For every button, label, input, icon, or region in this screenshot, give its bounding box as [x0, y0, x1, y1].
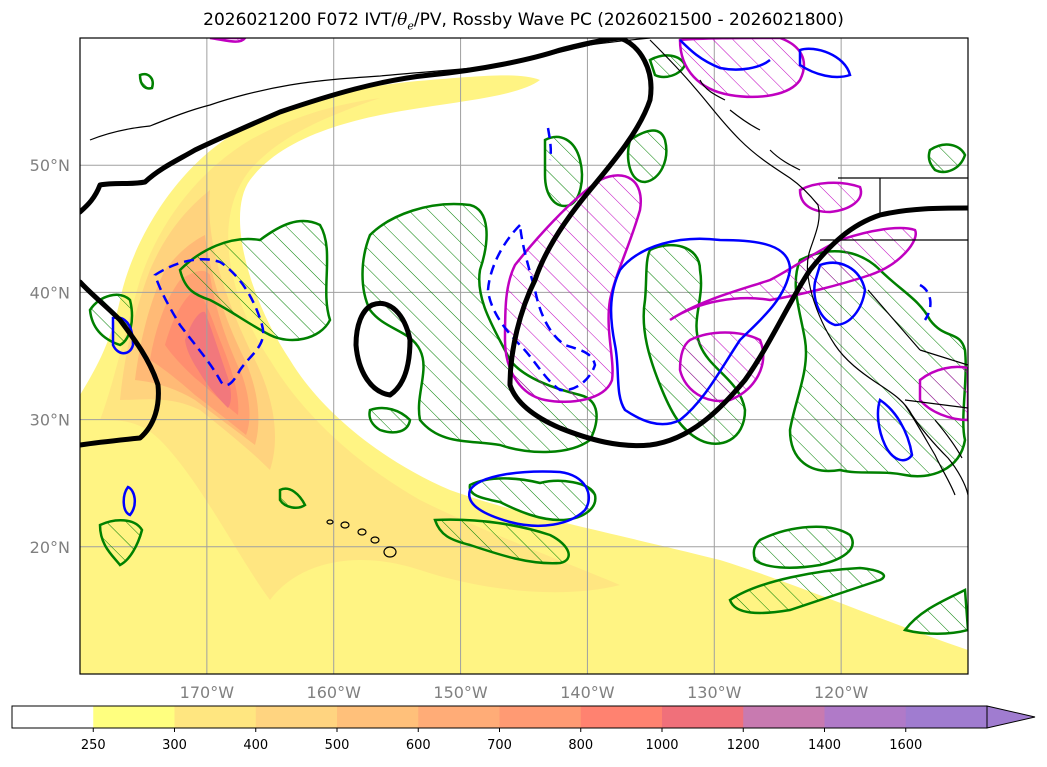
- lon-tick-label: 130°W: [687, 683, 742, 702]
- colorbar-segment: [255, 706, 338, 728]
- theta-e-region: [433, 518, 570, 565]
- pv-contour-solid: [679, 39, 771, 71]
- colorbar-tick-label: 1400: [808, 738, 841, 753]
- pv-contour-solid: [122, 485, 136, 517]
- us-border: [820, 177, 968, 366]
- ivt-band-300: [100, 98, 620, 600]
- theta-e-region: [368, 406, 412, 434]
- ivt-band-800: [185, 311, 231, 408]
- theta-e-region: [98, 519, 144, 567]
- rossby-wave-contours: [80, 38, 968, 449]
- rossby-wave-line-north: [80, 38, 968, 449]
- pc-region: [669, 226, 917, 322]
- theta-e-region: [902, 588, 968, 635]
- theta-e-region: [752, 525, 854, 569]
- pv-contour-solid: [609, 237, 792, 426]
- lat-tick-label: 20°N: [30, 538, 70, 557]
- pv-contour-dashed: [919, 283, 932, 321]
- pv-contour-solid: [467, 470, 591, 528]
- pv-contour-dashed: [486, 222, 597, 392]
- colorbar-segment: [93, 706, 175, 728]
- latitude-labels: 20°N 30°N 40°N 50°N: [30, 156, 70, 557]
- theta-e-region: [468, 477, 597, 522]
- colorbar-extend-arrow: [986, 705, 1036, 729]
- theta-e-region: [138, 73, 154, 90]
- pv-contours: [111, 39, 932, 528]
- pc-region: [798, 181, 863, 214]
- colorbar-tick-label: 500: [325, 738, 350, 753]
- colorbar-segment: [418, 706, 500, 728]
- colorbar-segment: [824, 706, 907, 728]
- lon-tick-label: 140°W: [560, 683, 615, 702]
- theta-e-region: [626, 129, 668, 184]
- colorbar-tick-label: 600: [406, 738, 431, 753]
- colorbar-segment: [337, 706, 419, 728]
- figure-title: 2026021200 F072 IVT/θe/PV, Rossby Wave P…: [203, 10, 844, 33]
- bc-coast: [649, 39, 968, 496]
- colorbar-segment: [743, 706, 825, 728]
- rossby-wave-loop: [353, 301, 413, 398]
- colorbar-segment: [12, 706, 94, 728]
- lon-tick-label: 120°W: [814, 683, 869, 702]
- lon-tick-label: 150°W: [433, 683, 488, 702]
- theta-e-region: [927, 143, 967, 174]
- colorbar-segment: [662, 706, 744, 728]
- mexico-border: [904, 399, 968, 409]
- pc-positive-contours: [209, 38, 968, 422]
- theta-e-region: [728, 566, 886, 615]
- pv-contour-dashed: [546, 127, 553, 161]
- colorbar-tick-label: 400: [243, 738, 268, 753]
- colorbar: 250 300 400 500 600 700 800 1000 1200 1400 1600: [11, 705, 1036, 753]
- island-hawaii: [383, 546, 397, 558]
- theta-e-region: [178, 219, 332, 342]
- island-kauai: [340, 521, 350, 529]
- colorbar-segment: [499, 706, 582, 728]
- island-oahu: [357, 528, 367, 536]
- pv-contour-solid: [111, 316, 135, 355]
- longitude-labels: 170°W 160°W 150°W 140°W 130°W 120°W: [180, 683, 869, 702]
- lat-tick-label: 40°N: [30, 283, 70, 302]
- colorbar-tick-label: 250: [81, 738, 106, 753]
- baja-coast: [904, 404, 956, 496]
- colorbar-segment: [580, 706, 663, 728]
- colorbar-tick-label: 800: [568, 738, 593, 753]
- ivt-shading: [80, 75, 968, 674]
- gulf-california: [934, 419, 963, 459]
- island-maui: [370, 536, 380, 544]
- colorbar-segment: [174, 706, 257, 728]
- hawaii-islands: [326, 519, 397, 558]
- theta-e-region: [788, 250, 967, 478]
- pv-contour-solid: [876, 398, 914, 462]
- pv-contour-solid: [798, 47, 852, 79]
- colorbar-tick-label: 1000: [645, 738, 678, 753]
- island-niihau: [326, 519, 334, 525]
- alaska-coast: [89, 38, 651, 141]
- coastlines: [89, 38, 968, 496]
- canada-islands: [699, 79, 801, 171]
- colorbar-tick-label: 1200: [727, 738, 760, 753]
- pv-contour-dashed: [153, 258, 265, 387]
- colorbar-tick-label: 300: [162, 738, 187, 753]
- lat-tick-label: 50°N: [30, 156, 70, 175]
- pv-contour-solid: [813, 261, 867, 327]
- rossby-wave-line-south: [80, 279, 161, 448]
- colorbar-tick-label: 1600: [889, 738, 922, 753]
- colorbar-tick-label: 700: [487, 738, 512, 753]
- lon-tick-label: 160°W: [307, 683, 362, 702]
- lat-tick-label: 30°N: [30, 411, 70, 430]
- theta-e-region: [543, 135, 584, 208]
- theta-e-region: [278, 487, 307, 509]
- colorbar-segment: [905, 706, 988, 728]
- lon-tick-label: 170°W: [180, 683, 235, 702]
- map-frame: [79, 37, 969, 675]
